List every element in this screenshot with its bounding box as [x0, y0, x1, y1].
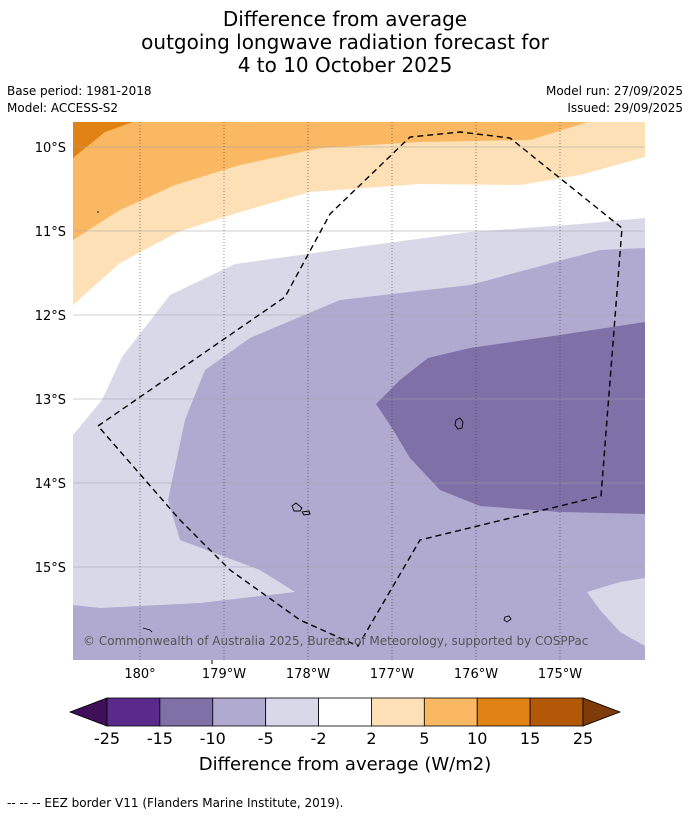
island-southwest: [142, 627, 153, 633]
colorbar-arrow-min: [68, 697, 108, 727]
lon-label-176w: 176°W: [454, 667, 498, 682]
lat-label-13s: 13°S: [35, 393, 66, 408]
lon-label-175w: 175°W: [538, 667, 582, 682]
anomaly-band-plus5-plus10: [73, 122, 588, 240]
colorbar-swatch: [106, 697, 161, 727]
colorbar-swatch: [265, 697, 319, 727]
colorbar-swatch: [318, 697, 372, 727]
lon-label-179w: 179°W: [202, 667, 246, 682]
colorbar-tick-label: 5: [419, 729, 429, 748]
colorbar-tick-label: -10: [200, 729, 226, 748]
colorbar-tick-label: 15: [520, 729, 540, 748]
colorbar-swatch: [212, 697, 267, 727]
latitude-labels: 10°S 11°S 12°S 13°S 14°S 15°S: [35, 141, 66, 576]
colorbar-tick-label: -5: [258, 729, 274, 748]
colorbar-tick-label: 2: [366, 729, 376, 748]
eez-border: [96, 131, 623, 647]
island-northwest: [97, 211, 99, 213]
lon-label-177w: 177°W: [370, 667, 414, 682]
colorbar-swatch: [371, 697, 425, 727]
colorbar-tick-label: -25: [94, 729, 120, 748]
meta-right: Model run: 27/09/2025 Issued: 29/09/2025: [546, 83, 683, 117]
lat-label-11s: 11°S: [35, 225, 66, 240]
anomaly-band-minus15-minus10: [376, 322, 645, 514]
anomaly-band-plus10-plus15: [73, 122, 133, 158]
chart-title: Difference from average outgoing longwav…: [0, 8, 690, 77]
colorbar-swatch: [529, 697, 584, 727]
eez-legend: -- -- -- EEZ border V11 (Flanders Marine…: [7, 796, 344, 810]
issued-date: Issued: 29/09/2025: [567, 101, 683, 115]
title-line-1: Difference from average: [222, 7, 468, 31]
colorbar-swatch: [159, 697, 214, 727]
lat-label-12s: 12°S: [35, 309, 66, 324]
colorbar-tick-label: 10: [467, 729, 487, 748]
lon-label-180: 180°: [124, 667, 155, 682]
title-line-3: 4 to 10 October 2025: [237, 53, 453, 77]
title-line-2: outgoing longwave radiation forecast for: [141, 30, 549, 54]
lon-label-178w: 178°W: [286, 667, 330, 682]
lat-label-15s: 15°S: [35, 561, 66, 576]
colorbar-tick-label: -2: [311, 729, 327, 748]
island-southeast: [503, 615, 512, 623]
model-run: Model run: 27/09/2025: [545, 84, 683, 98]
colorbar-swatch: [423, 697, 478, 727]
copyright-notice: © Commonwealth of Australia 2025, Bureau…: [83, 634, 588, 648]
meta-left: Base period: 1981-2018 Model: ACCESS-S2: [7, 83, 152, 117]
longitude-labels: 180° 179°W 178°W 177°W 176°W 175°W: [124, 667, 582, 682]
colorbar-swatch: [476, 697, 531, 727]
latitude-gridlines: [73, 146, 645, 568]
island-central-small: [301, 510, 311, 516]
map-plot: © Commonwealth of Australia 2025, Bureau…: [73, 122, 645, 660]
island-east: [454, 417, 464, 430]
lat-label-10s: 10°S: [35, 141, 66, 156]
base-period: Base period: 1981-2018: [7, 84, 152, 98]
island-central: [291, 502, 303, 512]
anomaly-patch-southeast: [587, 578, 645, 646]
model-name: Model: ACCESS-S2: [7, 101, 119, 115]
colorbar-ticks: -25 -15 -10 -5 -2 2 5 10 15 25: [94, 729, 593, 748]
lat-label-14s: 14°S: [35, 477, 66, 492]
colorbar-tick-label: 25: [573, 729, 593, 748]
colorbar-label: Difference from average (W/m2): [199, 754, 491, 775]
forecast-map: © Commonwealth of Australia 2025, Bureau…: [35, 122, 645, 775]
colorbar: [68, 697, 622, 727]
colorbar-tick-label: -15: [147, 729, 173, 748]
colorbar-arrow-max: [582, 697, 622, 727]
